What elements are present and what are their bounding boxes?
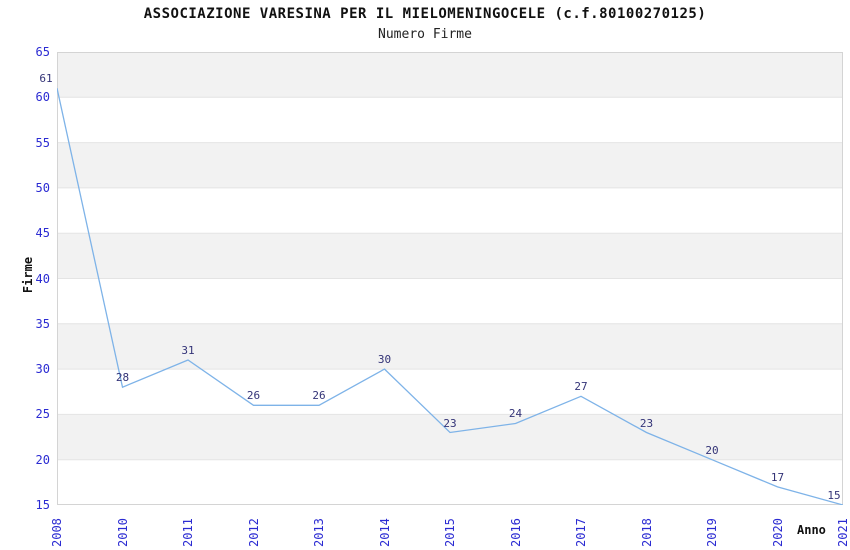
x-tick-label: 2016	[508, 518, 523, 547]
data-label: 24	[508, 407, 523, 421]
x-tick-label: 2008	[50, 518, 64, 547]
data-label: 31	[181, 344, 195, 358]
plot-band	[57, 323, 843, 370]
y-tick-label: 55	[35, 135, 50, 150]
plot-area	[57, 52, 843, 505]
y-tick-label: 65	[35, 45, 50, 59]
y-tick-label: 40	[35, 271, 50, 286]
x-tick-label: 2015	[443, 518, 457, 547]
data-label: 27	[574, 380, 588, 394]
plot-band	[57, 52, 843, 98]
x-tick-label: 2017	[574, 518, 588, 547]
data-label: 17	[770, 470, 785, 484]
chart-subtitle: Numero Firme	[378, 27, 472, 42]
x-tick-label: 2018	[639, 518, 654, 547]
plot-band	[57, 142, 843, 188]
y-tick-label: 60	[35, 90, 50, 105]
x-tick-label: 2019	[705, 518, 719, 547]
y-tick-label: 50	[35, 180, 50, 195]
plot-border	[57, 52, 843, 505]
x-tick-label: 2014	[377, 518, 392, 547]
plot-band	[57, 414, 843, 460]
x-tick-label: 2010	[115, 518, 130, 547]
y-tick-label: 15	[35, 498, 50, 512]
data-label: 30	[377, 353, 392, 367]
data-label: 23	[639, 416, 654, 430]
data-label: 20	[705, 443, 719, 457]
data-label: 26	[246, 389, 261, 403]
data-label: 61	[39, 72, 53, 86]
y-tick-label: 25	[35, 407, 50, 422]
data-label: 26	[312, 389, 326, 403]
series-line	[57, 88, 843, 505]
data-label: 23	[443, 416, 457, 430]
plot-band	[57, 233, 843, 279]
x-tick-label: 2021	[836, 518, 850, 547]
x-tick-label: 2013	[312, 518, 326, 547]
y-tick-label: 20	[35, 452, 50, 467]
x-tick-label: 2011	[181, 518, 195, 547]
y-tick-label: 45	[35, 226, 50, 241]
x-axis-title: Anno	[797, 523, 826, 537]
x-tick-label: 2020	[770, 518, 785, 547]
x-tick-label: 2012	[246, 518, 261, 547]
y-tick-label: 30	[35, 362, 50, 377]
data-label: 15	[827, 489, 841, 502]
y-tick-label: 35	[35, 316, 50, 331]
data-label: 28	[115, 371, 130, 385]
chart-title: ASSOCIAZIONE VARESINA PER IL MIELOMENING…	[143, 6, 707, 22]
